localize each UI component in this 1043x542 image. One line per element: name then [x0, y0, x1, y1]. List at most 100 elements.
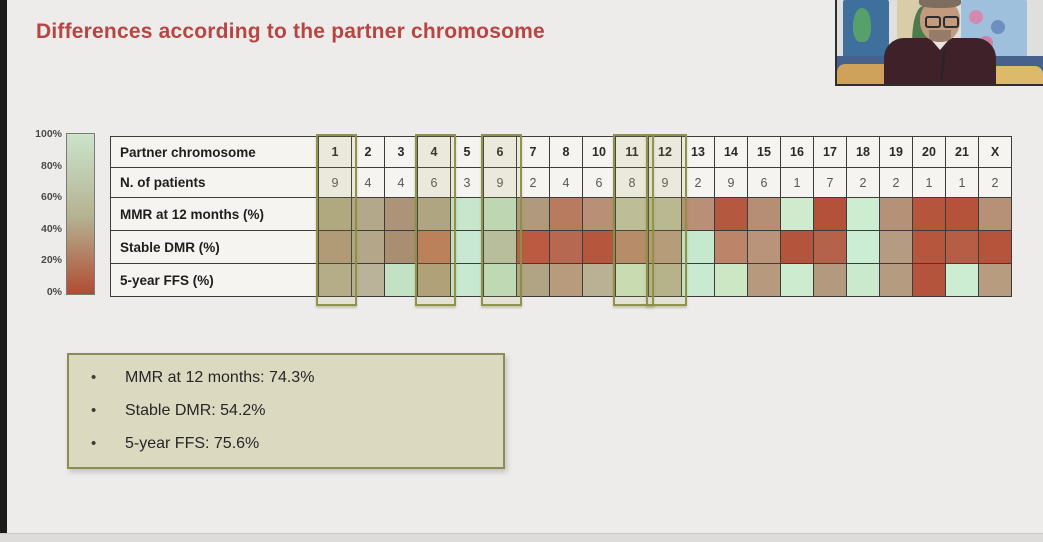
heat-cell — [781, 264, 814, 297]
heat-cell — [649, 198, 682, 231]
heat-cell — [550, 264, 583, 297]
heat-cell — [583, 231, 616, 264]
column-header: 15 — [748, 137, 781, 168]
patients-count: 6 — [583, 168, 616, 198]
heat-cell — [418, 264, 451, 297]
heat-cell — [616, 231, 649, 264]
heat-cell — [946, 264, 979, 297]
patients-count: 3 — [451, 168, 484, 198]
heat-cell — [385, 231, 418, 264]
heat-cell — [583, 198, 616, 231]
column-header: 2 — [352, 137, 385, 168]
legend-tick: 20% — [40, 254, 62, 267]
webcam-video[interactable] — [835, 0, 1043, 86]
column-header: 5 — [451, 137, 484, 168]
patients-count: 4 — [352, 168, 385, 198]
heat-cell — [418, 231, 451, 264]
heat-cell — [583, 264, 616, 297]
heat-cell — [385, 264, 418, 297]
heat-cell — [616, 264, 649, 297]
screen-edge-bottom — [0, 533, 1043, 542]
metric-row-label: Stable DMR (%) — [111, 231, 319, 264]
legend-tick: 40% — [40, 222, 62, 235]
summary-item: Stable DMR: 54.2% — [91, 402, 503, 420]
heat-cell — [847, 264, 880, 297]
patients-count: 1 — [946, 168, 979, 198]
heat-cell — [616, 198, 649, 231]
legend-tick: 0% — [46, 285, 62, 298]
heat-cell — [352, 264, 385, 297]
column-header: 17 — [814, 137, 847, 168]
heat-cell — [484, 198, 517, 231]
column-header: 19 — [880, 137, 913, 168]
legend-gradient-bar — [66, 133, 95, 295]
heat-cell — [979, 231, 1012, 264]
metric-row-label: MMR at 12 months (%) — [111, 198, 319, 231]
heat-cell — [880, 198, 913, 231]
heat-cell — [451, 231, 484, 264]
couch-cushion-left — [837, 64, 899, 84]
column-header: 13 — [682, 137, 715, 168]
patients-count: 2 — [682, 168, 715, 198]
legend-tick: 60% — [40, 191, 62, 204]
heat-cell — [451, 198, 484, 231]
column-header: 10 — [583, 137, 616, 168]
slide-title: Differences according to the partner chr… — [36, 20, 545, 43]
heat-cell — [319, 264, 352, 297]
column-header: 18 — [847, 137, 880, 168]
heat-cell — [550, 231, 583, 264]
legend-tick: 100% — [35, 128, 62, 140]
summary-list: MMR at 12 months: 74.3% Stable DMR: 54.2%… — [69, 369, 503, 453]
heat-cell — [649, 231, 682, 264]
presenter-beard — [929, 30, 951, 42]
column-header: 3 — [385, 137, 418, 168]
painting-left — [843, 0, 889, 58]
patients-count: 4 — [550, 168, 583, 198]
legend-ticks: 100% 80% 60% 40% 20% 0% — [22, 128, 62, 298]
heat-cell — [847, 231, 880, 264]
heat-cell — [880, 231, 913, 264]
heat-cell — [451, 264, 484, 297]
heat-cell — [979, 264, 1012, 297]
heat-cell — [781, 198, 814, 231]
patients-count: 1 — [913, 168, 946, 198]
heat-cell — [913, 264, 946, 297]
presenter-hair — [919, 0, 961, 8]
patients-count: 2 — [847, 168, 880, 198]
heat-cell — [682, 231, 715, 264]
heat-cell — [385, 198, 418, 231]
patients-count: 6 — [418, 168, 451, 198]
heat-cell — [418, 198, 451, 231]
column-header: 7 — [517, 137, 550, 168]
heat-cell — [517, 231, 550, 264]
heat-cell — [979, 198, 1012, 231]
column-header: 4 — [418, 137, 451, 168]
patients-count: 8 — [616, 168, 649, 198]
heat-cell — [814, 198, 847, 231]
patients-count: 2 — [880, 168, 913, 198]
heat-cell — [517, 264, 550, 297]
summary-box: MMR at 12 months: 74.3% Stable DMR: 54.2%… — [67, 353, 505, 469]
column-header: X — [979, 137, 1012, 168]
patients-count: 9 — [484, 168, 517, 198]
heat-cell — [715, 231, 748, 264]
heat-cell — [748, 198, 781, 231]
patients-count: 9 — [649, 168, 682, 198]
color-scale-legend: 100% 80% 60% 40% 20% 0% — [22, 126, 106, 306]
heat-cell — [946, 198, 979, 231]
column-header: 14 — [715, 137, 748, 168]
metric-row-label: 5-year FFS (%) — [111, 264, 319, 297]
patients-count: 4 — [385, 168, 418, 198]
heat-cell — [715, 264, 748, 297]
patients-count: 2 — [979, 168, 1012, 198]
column-header: 8 — [550, 137, 583, 168]
heat-cell — [517, 198, 550, 231]
couch-cushion-right — [987, 66, 1043, 84]
heat-cell — [880, 264, 913, 297]
patients-row-label: N. of patients — [111, 168, 319, 198]
heat-cell — [781, 231, 814, 264]
heat-cell — [847, 198, 880, 231]
column-header: 20 — [913, 137, 946, 168]
heat-cell — [352, 231, 385, 264]
heat-cell — [484, 264, 517, 297]
